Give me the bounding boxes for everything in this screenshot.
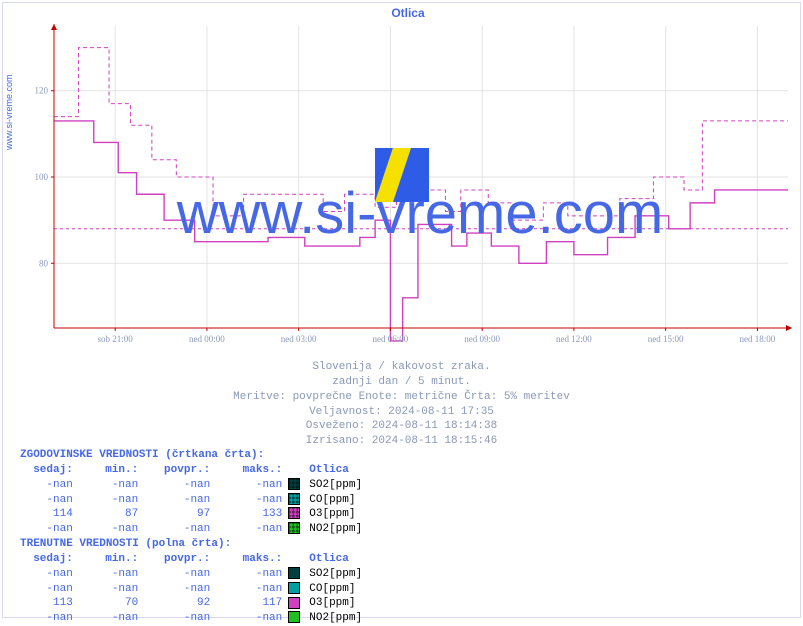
meta-block: Slovenija / kakovost zraka.zadnji dan / … (0, 360, 803, 449)
svg-text:120: 120 (35, 86, 49, 96)
param-label: CO[ppm] (309, 493, 368, 508)
chart-title: Otlica (18, 6, 798, 20)
param-label: SO2[ppm] (309, 478, 368, 493)
legend-swatch (288, 522, 300, 534)
tables-block: ZGODOVINSKE VREDNOSTI (črtkana črta): se… (20, 448, 368, 626)
legend-swatch (288, 597, 300, 609)
table-row: 114 87 97 133O3[ppm] (20, 507, 368, 522)
param-label: O3[ppm] (309, 507, 368, 522)
table-row: 113 70 92 117O3[ppm] (20, 596, 368, 611)
svg-text:ned 06:00: ned 06:00 (373, 334, 409, 344)
legend-swatch (288, 507, 300, 519)
current-table: sedaj: min.: povpr.: maks.:Otlica -nan -… (20, 552, 368, 626)
table-row: -nan -nan -nan -nanCO[ppm] (20, 493, 368, 508)
legend-swatch (288, 611, 300, 623)
legend-swatch (288, 493, 300, 505)
svg-text:ned 00:00: ned 00:00 (189, 334, 225, 344)
svg-text:ned 03:00: ned 03:00 (281, 334, 317, 344)
meta-line: Slovenija / kakovost zraka. (0, 360, 803, 375)
legend-swatch (288, 567, 300, 579)
svg-text:ned 15:00: ned 15:00 (648, 334, 684, 344)
param-label: NO2[ppm] (309, 611, 368, 626)
svg-text:ned 18:00: ned 18:00 (740, 334, 776, 344)
chart-area: Otlica 80 100 120 sob 21:00 ned 00:00 ned 03:… (18, 6, 798, 346)
history-table: sedaj: min.: povpr.: maks.:Otlica -nan -… (20, 463, 368, 537)
meta-line: Veljavnost: 2024-08-11 17:35 (0, 405, 803, 420)
plot-container: 80100120sob 21:00ned 00:00ned 03:00ned 0… (18, 22, 798, 332)
param-label: NO2[ppm] (309, 522, 368, 537)
table-row: -nan -nan -nan -nanSO2[ppm] (20, 478, 368, 493)
param-label: SO2[ppm] (309, 567, 368, 582)
current-title: TRENUTNE VREDNOSTI (polna črta): (20, 537, 368, 552)
table-row: -nan -nan -nan -nanCO[ppm] (20, 582, 368, 597)
history-title: ZGODOVINSKE VREDNOSTI (črtkana črta): (20, 448, 368, 463)
svg-text:100: 100 (35, 172, 49, 182)
param-label: CO[ppm] (309, 582, 368, 597)
meta-line: zadnji dan / 5 minut. (0, 375, 803, 390)
svg-text:sob 21:00: sob 21:00 (98, 334, 134, 344)
ylabel-outer: www.si-vreme.com (4, 74, 14, 150)
plot-svg: 80 100 120 sob 21:00 ned 00:00 ned 03:00 ned 0… (18, 22, 798, 352)
meta-line: Osveženo: 2024-08-11 18:14:38 (0, 419, 803, 434)
legend-swatch (288, 478, 300, 490)
svg-text:ned 12:00: ned 12:00 (556, 334, 592, 344)
meta-line: Meritve: povprečne Enote: metrične Črta:… (0, 390, 803, 405)
param-label: O3[ppm] (309, 596, 368, 611)
meta-line: Izrisano: 2024-08-11 18:15:46 (0, 434, 803, 449)
svg-text:80: 80 (39, 258, 49, 268)
table-row: -nan -nan -nan -nanNO2[ppm] (20, 611, 368, 626)
table-row: -nan -nan -nan -nanSO2[ppm] (20, 567, 368, 582)
legend-swatch (288, 582, 300, 594)
table-row: -nan -nan -nan -nanNO2[ppm] (20, 522, 368, 537)
svg-text:ned 09:00: ned 09:00 (464, 334, 500, 344)
